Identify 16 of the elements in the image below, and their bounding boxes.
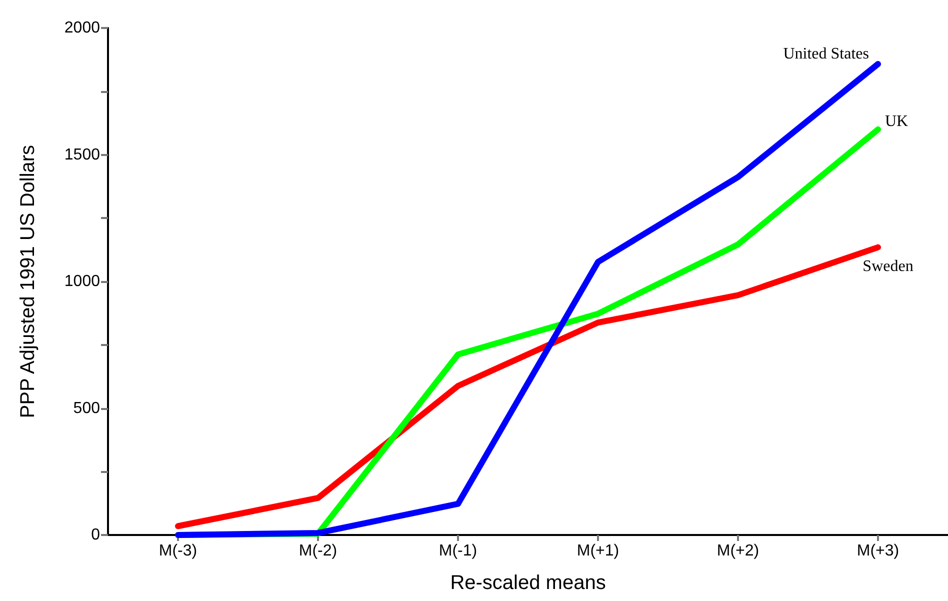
series-label: UK [885,112,909,130]
x-tick-label: M(+2) [716,542,760,560]
x-tick-label: M(-3) [158,542,198,560]
x-tick-label: M(-1) [438,542,478,560]
y-tick-label: 1500 [64,146,100,164]
y-axis-title: PPP Adjusted 1991 US Dollars [17,144,39,418]
y-tick-label: 2000 [64,20,100,36]
y-tick-label: 1000 [64,273,100,290]
y-tick-label: 500 [73,400,100,417]
x-tick-label: M(-2) [298,542,338,560]
x-tick-label: M(+3) [856,542,900,560]
x-tick-label: M(+1) [576,542,620,560]
series-label: Sweden [862,258,914,275]
y-tick-label: 0 [91,526,100,544]
series-label: United States [783,45,869,62]
x-axis-title: Re-scaled means [450,572,606,594]
